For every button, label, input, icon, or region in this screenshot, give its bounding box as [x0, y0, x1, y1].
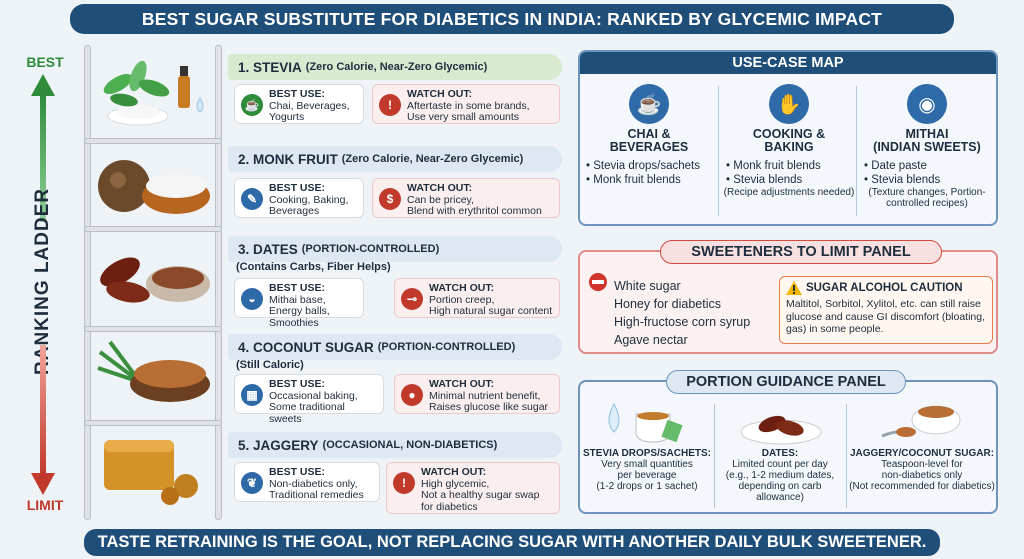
rank-4-watch-out-card: ● WATCH OUT: Minimal nutrient benefit, Rai… — [394, 374, 560, 414]
ladder-rung — [84, 420, 222, 426]
axis-limit-label: LIMIT — [26, 497, 64, 513]
ladder-rail-left — [84, 45, 91, 520]
use-case-mithai: ◉ MITHAI(INDIAN SWEETS) Date pasteStevia… — [858, 84, 996, 209]
use-case-title: USE-CASE MAP — [580, 52, 996, 74]
ladder-rail-right — [215, 45, 222, 520]
rank-3-subtitle: (Contains Carbs, Fiber Helps) — [236, 261, 391, 273]
whisk-icon: ✎ — [241, 188, 263, 210]
monk-fruit-image — [98, 160, 210, 214]
rank-4-header: 4. COCONUT SUGAR (PORTION-CONTROLLED) — [228, 334, 562, 360]
no-entry-icon — [589, 273, 607, 291]
down-arrow-icon — [31, 345, 55, 495]
page-title: BEST SUGAR SUBSTITUTE FOR DIABETICS IN I… — [70, 4, 954, 34]
rank-2-watch-out-card: $ WATCH OUT: Can be pricey, Blend with ery… — [372, 178, 560, 218]
rank-2-header: 2. MONK FRUIT (Zero Calorie, Near-Zero Gl… — [228, 146, 562, 172]
cupcake-icon: ◒ — [241, 288, 263, 310]
rank-4-subtitle: (Still Caloric) — [236, 359, 304, 371]
rank-2-best-use-card: ✎ BEST USE: Cooking, Baking, Beverages — [234, 178, 364, 218]
up-arrow-icon — [31, 74, 55, 222]
herb-icon: ❦ — [241, 472, 263, 494]
warning-icon: ! — [379, 94, 401, 116]
rank-5-header: 5. JAGGERY (OCCASIONAL, NON-DIABETICS) — [228, 432, 562, 458]
sweets-plate-icon: ◉ — [907, 84, 947, 124]
rank-3-header: 3. DATES (PORTION-CONTROLLED) — [228, 236, 562, 262]
dates-plate-image — [740, 415, 822, 445]
rank-1-best-use-card: ☕ BEST USE: Chai, Beverages, Yogurts — [234, 84, 364, 124]
rank-1-header: 1. STEVIA (Zero Calorie, Near-Zero Glycem… — [228, 54, 562, 80]
divider — [718, 86, 719, 216]
divider — [846, 404, 847, 508]
portion-title: PORTION GUIDANCE PANEL — [666, 370, 906, 394]
tea-and-drop-image — [608, 402, 683, 443]
coconut-sugar-image — [97, 340, 210, 402]
cake-icon: ▦ — [241, 384, 263, 406]
rank-4-best-use-card: ▦ BEST USE: Occasional baking, Some tradit… — [234, 374, 384, 424]
limit-list: White sugar Honey for diabetics High-fru… — [614, 279, 751, 347]
drop-icon: ● — [401, 384, 423, 406]
portion-stevia: STEVIA DROPS/SACHETS: Very small quantit… — [583, 448, 711, 492]
rank-3-best-use-card: ◒ BEST USE: Mithai base, Energy balls, Smo… — [234, 278, 364, 328]
portion-dates: DATES: Limited count per day (e.g., 1-2 m… — [725, 448, 835, 503]
portion-jaggery-coconut: JAGGERY/COCONUT SUGAR: Teaspoon-level fo… — [849, 448, 995, 492]
warning-triangle-icon — [786, 281, 802, 295]
ladder-rung — [84, 226, 222, 232]
stevia-leaves-image — [103, 60, 204, 126]
footer-message: TASTE RETRAINING IS THE GOAL, NOT REPLAC… — [84, 529, 940, 556]
use-case-panel — [578, 50, 998, 226]
rank-1-watch-out-card: ! WATCH OUT: Aftertaste in some brands, Us… — [372, 84, 560, 124]
rank-5-best-use-card: ❦ BEST USE: Non-diabetics only, Traditiona… — [234, 462, 380, 502]
jaggery-image — [104, 440, 198, 505]
ladder-rung — [84, 138, 222, 144]
ladder-rung — [84, 326, 222, 332]
divider — [856, 86, 857, 216]
use-case-cooking: ✋ COOKING &BAKING Monk fruit blendsStevi… — [720, 84, 858, 198]
rank-3-watch-out-card: ⊸ WATCH OUT: Portion creep, High natural s… — [394, 278, 560, 318]
oven-mitt-icon: ✋ — [769, 84, 809, 124]
sugar-bowl-spoon-image — [881, 405, 961, 438]
dates-image — [100, 257, 210, 303]
warning-icon: ! — [393, 472, 415, 494]
sugar-alcohol-caution: SUGAR ALCOHOL CAUTION Maltitol, Sorbitol… — [779, 276, 993, 344]
money-icon: $ — [379, 188, 401, 210]
coffee-cup-icon: ☕ — [241, 94, 263, 116]
rank-5-watch-out-card: ! WATCH OUT: High glycemic, Not a healthy … — [386, 462, 560, 514]
axis-best-label: BEST — [26, 54, 64, 70]
use-case-chai: ☕ CHAI &BEVERAGES Stevia drops/sachetsMo… — [580, 84, 718, 187]
tea-cup-icon: ☕ — [629, 84, 669, 124]
divider — [714, 404, 715, 508]
spoon-icon: ⊸ — [401, 288, 423, 310]
portion-panel — [578, 380, 998, 514]
limit-title: SWEETENERS TO LIMIT PANEL — [660, 240, 942, 264]
